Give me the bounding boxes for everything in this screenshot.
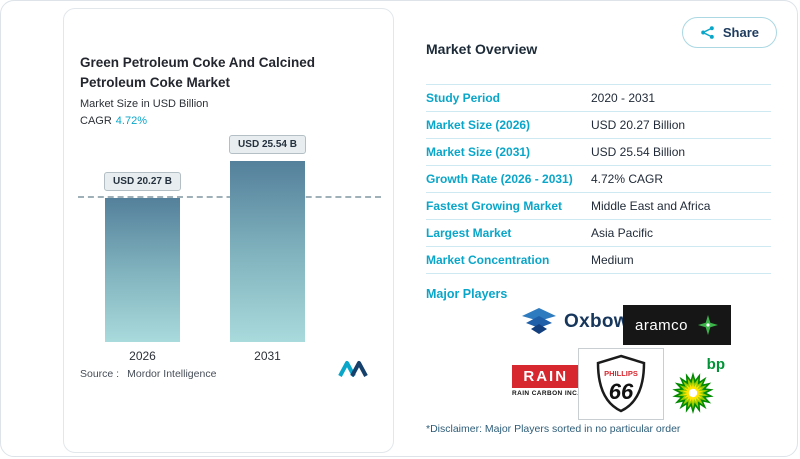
row-value: USD 20.27 Billion	[591, 118, 686, 132]
rain-carbon-logo: RAIN RAIN CARBON INC.	[512, 365, 580, 397]
market-overview-panel: Market Overview Study Period 2020 - 2031…	[426, 41, 771, 435]
bar-value-label-2031: USD 25.54 B	[229, 135, 306, 154]
table-row: Market Size (2026) USD 20.27 Billion	[426, 112, 771, 139]
row-value: 2020 - 2031	[591, 91, 656, 105]
share-icon	[700, 25, 715, 40]
overview-table: Study Period 2020 - 2031 Market Size (20…	[426, 84, 771, 274]
row-value: Middle East and Africa	[591, 199, 711, 213]
rain-carbon-subtext: RAIN CARBON INC.	[512, 390, 580, 397]
bar-rect-2031	[230, 161, 305, 342]
oxbow-logo: Oxbow	[521, 307, 629, 337]
bar-category-2031: 2031	[254, 349, 281, 363]
cagr-label: CAGR	[80, 115, 112, 127]
row-label: Market Size (2031)	[426, 145, 531, 159]
phillips66-logo: PHILLIPS 66	[578, 348, 664, 420]
chart-title: Green Petroleum Coke And Calcined Petrol…	[80, 55, 316, 90]
phillips-wordmark: PHILLIPS	[604, 369, 638, 378]
mordor-intelligence-logo	[337, 359, 371, 384]
row-label: Growth Rate (2026 - 2031)	[426, 172, 573, 186]
bar-group-2026: USD 20.27 B 2026	[104, 172, 181, 363]
table-row: Growth Rate (2026 - 2031) 4.72% CAGR	[426, 166, 771, 193]
row-label: Fastest Growing Market	[426, 199, 563, 213]
row-value: Asia Pacific	[591, 226, 654, 240]
phillips-66-number: 66	[609, 379, 634, 404]
share-button-label: Share	[722, 25, 759, 40]
row-label: Market Concentration	[426, 253, 550, 267]
source-line: Source : Mordor Intelligence	[80, 368, 216, 380]
cagr-value: 4.72%	[115, 115, 147, 127]
source-name: Mordor Intelligence	[127, 368, 217, 380]
table-row: Market Size (2031) USD 25.54 Billion	[426, 139, 771, 166]
bar-category-2026: 2026	[129, 349, 156, 363]
bp-helios-icon	[672, 372, 714, 414]
reference-dashed-line	[78, 196, 381, 198]
row-label: Market Size (2026)	[426, 118, 531, 132]
aramco-emblem-icon	[697, 314, 719, 336]
row-value: USD 25.54 Billion	[591, 145, 686, 159]
major-players-label: Major Players	[426, 287, 508, 301]
oxbow-wordmark: Oxbow	[564, 311, 629, 332]
major-players-logos: Oxbow aramco RAIN RAIN CARBON INC.	[426, 303, 771, 420]
bar-value-label-2026: USD 20.27 B	[104, 172, 181, 191]
row-label: Study Period	[426, 91, 501, 105]
table-row: Fastest Growing Market Middle East and A…	[426, 193, 771, 220]
table-row: Study Period 2020 - 2031	[426, 85, 771, 112]
row-value: Medium	[591, 253, 634, 267]
bar-group-2031: USD 25.54 B 2031	[229, 135, 306, 363]
rain-wordmark: RAIN	[512, 365, 580, 388]
chart-cagr: CAGR 4.72%	[80, 115, 147, 127]
oxbow-icon	[521, 307, 557, 337]
bp-wordmark: bp	[706, 356, 725, 373]
source-prefix: Source :	[80, 368, 120, 380]
aramco-logo: aramco	[623, 305, 732, 345]
overview-heading: Market Overview	[426, 41, 538, 57]
chart-subtitle: Market Size in USD Billion	[80, 98, 209, 110]
market-chart-card: Green Petroleum Coke And Calcined Petrol…	[63, 8, 394, 453]
bp-logo: bp	[671, 356, 727, 420]
row-value: 4.72% CAGR	[591, 172, 664, 186]
share-button[interactable]: Share	[681, 17, 777, 48]
bar-chart: USD 20.27 B 2026 USD 25.54 B 2031	[78, 132, 381, 363]
table-row: Largest Market Asia Pacific	[426, 220, 771, 247]
bar-rect-2026	[105, 198, 180, 342]
row-label: Largest Market	[426, 226, 512, 240]
aramco-wordmark: aramco	[635, 316, 689, 334]
disclaimer-text: *Disclaimer: Major Players sorted in no …	[426, 423, 681, 435]
table-row: Market Concentration Medium	[426, 247, 771, 274]
